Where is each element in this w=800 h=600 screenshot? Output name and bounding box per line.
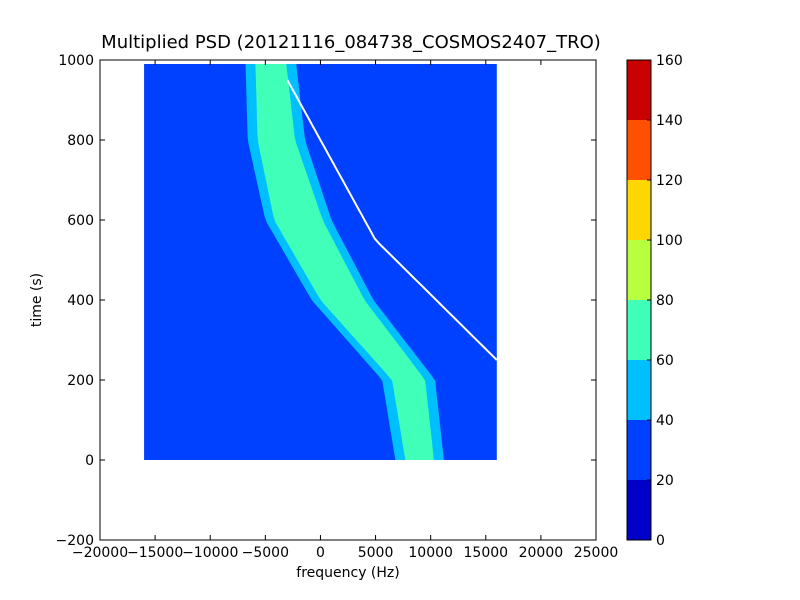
colorbar-segment — [627, 120, 651, 180]
y-tick-label: 600 — [67, 213, 94, 229]
y-tick-label: 200 — [67, 373, 94, 389]
colorbar-tick-label: 20 — [656, 473, 674, 489]
trace-core-band — [255, 64, 434, 460]
y-tick-label: 400 — [67, 293, 94, 309]
colorbar-tick-label: 160 — [656, 53, 683, 69]
colorbar-tick-label: 80 — [656, 293, 674, 309]
y-tick-label: 1000 — [58, 53, 94, 69]
x-tick-label: 25000 — [574, 545, 619, 561]
x-tick-label: −15000 — [127, 545, 183, 561]
x-axis-label: frequency (Hz) — [296, 565, 399, 581]
colorbar-segment — [627, 360, 651, 420]
colorbar-segment — [627, 240, 651, 300]
colorbar-tick-label: 120 — [656, 173, 683, 189]
colorbar-tick-label: 140 — [656, 113, 683, 129]
x-tick-label: −20000 — [72, 545, 128, 561]
colorbar-tick-label: 100 — [656, 233, 683, 249]
colorbar: 0 20 40 60 80 100 120 140 160 — [626, 53, 683, 549]
x-axis-ticks: −20000−15000−10000 −5000 0 5000 10000 15000 20… — [72, 60, 618, 561]
x-tick-label: 15000 — [464, 545, 509, 561]
colorbar-tick-label: 40 — [656, 413, 674, 429]
chart-title: Multiplied PSD (20121116_084738_COSMOS24… — [101, 32, 601, 53]
y-axis-label: time (s) — [29, 273, 45, 327]
y-tick-label: −200 — [56, 533, 94, 549]
white-signal-line — [286, 79, 498, 361]
colorbar-tick-label: 60 — [656, 353, 674, 369]
y-tick-label: 0 — [85, 453, 94, 469]
colorbar-segment — [627, 180, 651, 240]
x-tick-label: −5000 — [242, 545, 289, 561]
colorbar-segment — [627, 300, 651, 360]
x-tick-label: 20000 — [519, 545, 564, 561]
colorbar-segment — [627, 480, 651, 540]
colorbar-segment — [627, 60, 651, 120]
x-tick-label: 0 — [316, 545, 325, 561]
colorbar-segment — [627, 420, 651, 480]
colorbar-tick-label: 0 — [656, 533, 665, 549]
psd-heatmap — [144, 64, 498, 460]
x-tick-label: −10000 — [182, 545, 238, 561]
y-tick-label: 800 — [67, 133, 94, 149]
x-tick-label: 5000 — [358, 545, 394, 561]
x-tick-label: 10000 — [408, 545, 453, 561]
y-axis-ticks: −200 0 200 400 600 800 1000 — [56, 53, 596, 549]
